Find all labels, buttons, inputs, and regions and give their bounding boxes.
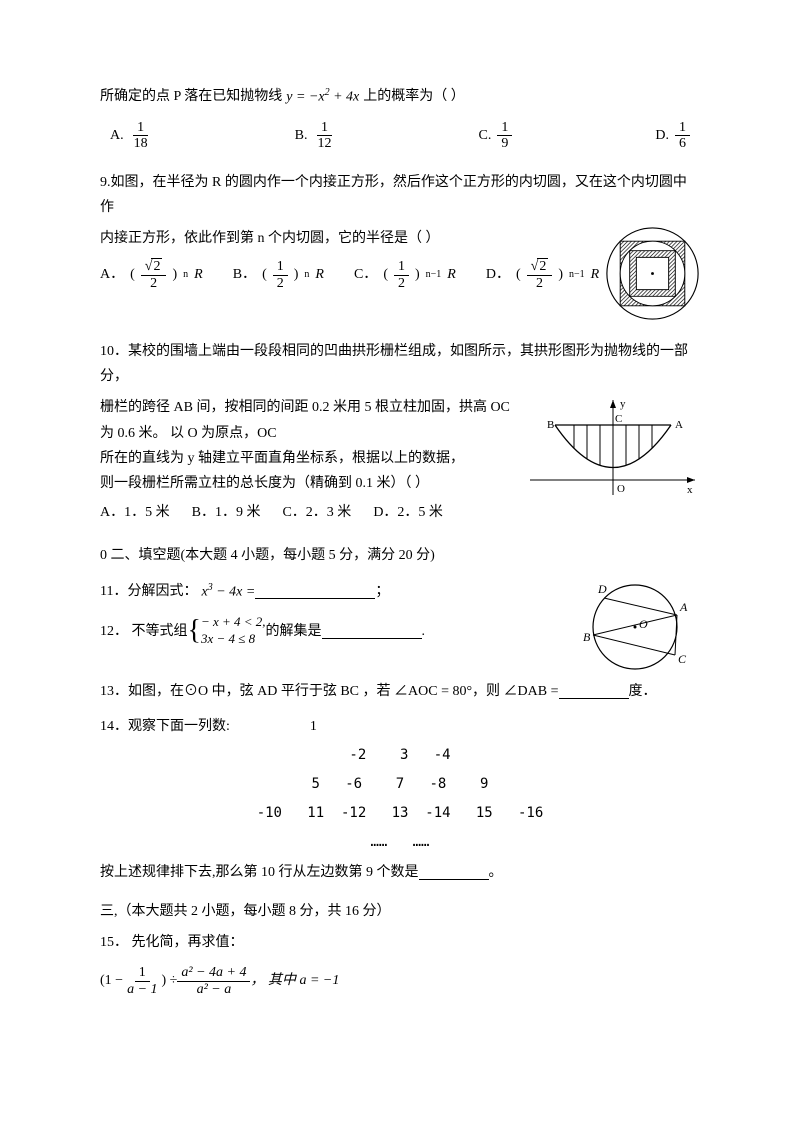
q9-stem1: 9.如图，在半径为 R 的圆内作一个内接正方形，然后作这个正方形的内切圆，又在这… [100, 170, 700, 220]
q8-a-label: A. [110, 123, 124, 148]
q10-opt-a: A．1．5 米 [100, 500, 170, 525]
q9-figure [605, 226, 700, 321]
q8-formula: y = −x2 + 4x [286, 84, 359, 110]
q9-d-label: D． [486, 262, 510, 287]
q14-q: 按上述规律排下去,那么第 10 行从左边数第 9 个数是 。 [100, 860, 700, 885]
q11: 11．分解因式： x3 − 4x = ； [100, 579, 570, 605]
q9-stem2: 内接正方形，依此作到第 n 个内切圆，它的半径是（ ） [100, 226, 605, 251]
svg-text:O: O [639, 617, 648, 631]
q12-b: 的解集是 [266, 619, 322, 644]
q9-opt-c: C．( 12)n−1 R [354, 259, 456, 291]
q8-options: A. 118 B. 112 C. 19 D. 16 [100, 120, 700, 152]
q13-a: 13．如图，在⊙O 中，弦 AD 平行于弦 BC ，若 ∠AOC = 80°，则… [100, 679, 559, 704]
q13-blank [559, 684, 629, 699]
q8-d-frac: 16 [675, 120, 690, 152]
q10-options: A．1．5 米 B．1．9 米 C．2．3 米 D．2．5 米 [100, 500, 525, 525]
q8-b-frac: 112 [313, 120, 335, 152]
q8-b-label: B. [295, 123, 308, 148]
q9-options: A．( 22)n R B．( 12)n R C．( 12)n−1 R D．( 2… [100, 259, 605, 291]
q8-opt-d: D. 16 [655, 120, 690, 152]
q14-r1: 1 [310, 714, 317, 739]
q10-line4: 则一段栅栏所需立柱的总长度为（精确到 0.1 米）（ ） [100, 471, 525, 496]
q8-opt-b: B. 112 [295, 120, 336, 152]
q15-mid: ) ÷ [162, 968, 178, 993]
q10-figure: B C A O x y [525, 395, 700, 505]
q10-line2: 栅栏的跨径 AB 间，按相同的间距 0.2 米用 5 根立柱加固，拱高 OC 为… [100, 395, 525, 445]
q14-r4: -10 11 -12 13 -14 15 -16 [100, 801, 700, 826]
q13-figure: D A O B C [570, 575, 700, 675]
q14-a: 14．观察下面一列数: [100, 714, 230, 739]
svg-text:A: A [679, 600, 688, 614]
q15-tail: ， 其中 a = −1 [250, 968, 339, 993]
q11-blank [255, 584, 375, 599]
q8-c-label: C. [479, 123, 492, 148]
q8-stem-a: 所确定的点 P 落在已知抛物线 [100, 84, 282, 109]
q14-stem: 14．观察下面一列数: 1 [100, 714, 700, 739]
q10-opt-c: C．2．3 米 [282, 500, 351, 525]
svg-text:C: C [615, 413, 622, 425]
q8-opt-a: A. 118 [110, 120, 152, 152]
svg-text:O: O [617, 483, 625, 495]
q15-expr: (1 − 1a − 1 ) ÷ a² − 4a + 4a² − a ， 其中 a… [100, 965, 700, 997]
q12: 12． 不等式组 { − x + 4 < 2, 3x − 4 ≤ 8 的解集是 … [100, 614, 570, 648]
q8-a-frac: 118 [130, 120, 152, 152]
q8-stem-b: 上的概率为（ ） [363, 84, 465, 109]
svg-text:C: C [678, 652, 687, 666]
q8-d-label: D. [655, 123, 669, 148]
q14-dots: …… …… [100, 830, 700, 855]
q14-qtext: 按上述规律排下去,那么第 10 行从左边数第 9 个数是 [100, 860, 419, 885]
q12-l2: 3x − 4 ≤ 8 [201, 631, 266, 648]
q15-lp: (1 − [100, 968, 123, 993]
q9-a-label: A． [100, 262, 124, 287]
q9-opt-a: A．( 22)n R [100, 259, 203, 291]
section2-title: 0 二、填空题(本大题 4 小题，每小题 5 分，满分 20 分) [100, 543, 700, 568]
q14-blank [419, 865, 489, 880]
svg-text:x: x [687, 484, 693, 496]
q9-opt-d: D．( 22)n−1 R [486, 259, 599, 291]
q10-line3: 所在的直线为 y 轴建立平面直角坐标系，根据以上的数据， [100, 446, 525, 471]
q9-b-label: B． [233, 262, 256, 287]
q14-tail: 。 [489, 860, 503, 885]
q8-opt-c: C. 19 [479, 120, 513, 152]
q9-c-label: C． [354, 262, 377, 287]
q12-l1: − x + 4 < 2, [201, 614, 266, 631]
q14-r3: 5 -6 7 -8 9 [100, 772, 700, 797]
svg-text:B: B [583, 630, 591, 644]
q10-line1: 10．某校的围墙上端由一段段相同的凹曲拱形栅栏组成，如图所示，其拱形图形为抛物线… [100, 339, 700, 389]
q8-stem: 所确定的点 P 落在已知抛物线 y = −x2 + 4x 上的概率为（ ） [100, 84, 700, 110]
q13-b: 度． [629, 679, 657, 704]
q8-c-frac: 19 [497, 120, 512, 152]
section3-title: 三,（本大题共 2 小题，每小题 8 分，共 16 分） [100, 899, 700, 924]
q15-stem: 15． 先化简，再求值： [100, 930, 700, 955]
q11-formula: x3 − 4x = [201, 579, 255, 605]
q12-c: . [422, 619, 426, 644]
q12-blank [322, 624, 422, 639]
q11-b: ； [375, 579, 389, 604]
svg-text:B: B [547, 419, 554, 431]
svg-text:D: D [597, 582, 607, 596]
q11-a: 11．分解因式： [100, 579, 197, 604]
q12-a: 12． 不等式组 [100, 619, 188, 644]
svg-text:y: y [620, 398, 626, 410]
q13: 13．如图，在⊙O 中，弦 AD 平行于弦 BC ，若 ∠AOC = 80°，则… [100, 679, 700, 704]
q9-opt-b: B．( 12)n R [233, 259, 324, 291]
svg-text:A: A [675, 419, 683, 431]
brace-icon: { [188, 617, 201, 645]
q10-opt-b: B．1．9 米 [192, 500, 261, 525]
q10-opt-d: D．2．5 米 [373, 500, 443, 525]
q14-r2: -2 3 -4 [100, 743, 700, 768]
